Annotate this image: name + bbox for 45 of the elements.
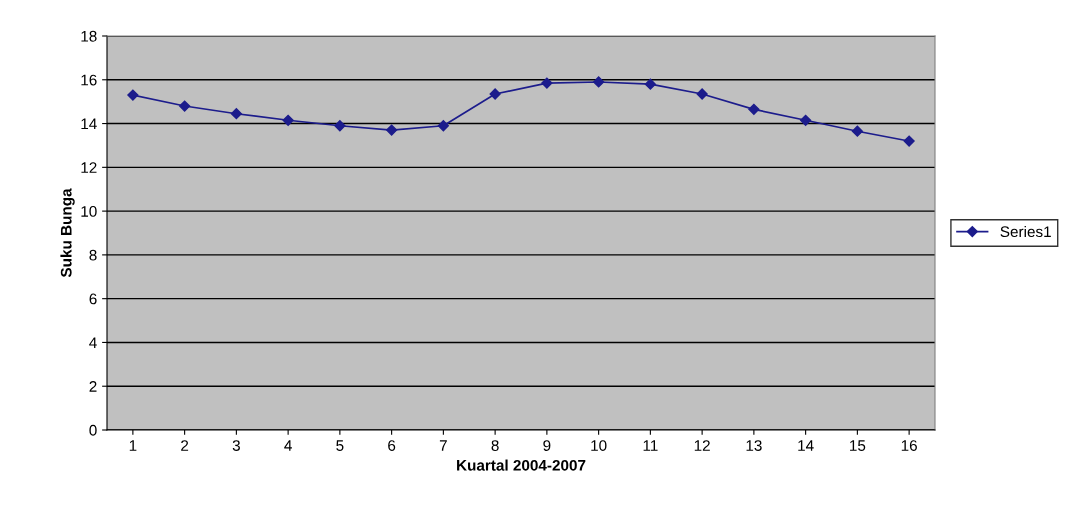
x-tick-label: 11 <box>643 440 658 451</box>
y-tick-label: 0 <box>89 424 97 436</box>
x-tick-label: 3 <box>232 440 240 451</box>
x-tick-label: 9 <box>543 440 551 451</box>
point <box>334 120 346 132</box>
x-tick-label: 4 <box>284 440 292 451</box>
x-tick-label: 5 <box>336 440 344 451</box>
x-tick-label: 12 <box>694 440 710 451</box>
legend-label: Series1 <box>1000 225 1051 238</box>
point <box>179 100 191 112</box>
x-tick-label: 6 <box>388 440 396 451</box>
y-tick-label: 4 <box>89 337 97 348</box>
point <box>489 88 501 100</box>
point <box>230 108 242 120</box>
y-tick-label: 8 <box>89 249 97 261</box>
x-tick-label: 16 <box>901 440 917 451</box>
point <box>282 114 294 126</box>
y-tick-label: 12 <box>81 162 97 173</box>
x-tick-label: 8 <box>491 440 499 451</box>
point <box>851 125 863 137</box>
x-tick-label: 2 <box>181 440 189 451</box>
point <box>437 120 449 132</box>
x-tick-label: 14 <box>798 440 814 451</box>
point <box>127 89 139 101</box>
y-tick-label: 14 <box>81 118 97 130</box>
point <box>748 103 760 115</box>
x-axis-title: Kuartal 2004-2007 <box>457 459 586 471</box>
point <box>593 76 605 88</box>
point <box>644 78 656 90</box>
x-tick-label: 7 <box>439 440 447 451</box>
point <box>800 114 812 126</box>
point <box>541 77 553 89</box>
point <box>386 124 398 136</box>
y-tick-label: 2 <box>89 381 97 392</box>
y-axis-title: Suku Bunga <box>60 188 75 278</box>
point <box>696 88 708 100</box>
x-tick-label: 15 <box>850 440 866 451</box>
y-tick-label: 16 <box>81 74 97 86</box>
x-tick-label: 1 <box>129 440 137 451</box>
y-tick-label: 6 <box>89 293 97 305</box>
y-tick-label: 10 <box>81 205 97 217</box>
x-tick-label: 13 <box>746 440 762 451</box>
point <box>903 135 915 147</box>
x-tick-label: 10 <box>591 440 607 451</box>
y-tick-label: 18 <box>81 30 97 42</box>
